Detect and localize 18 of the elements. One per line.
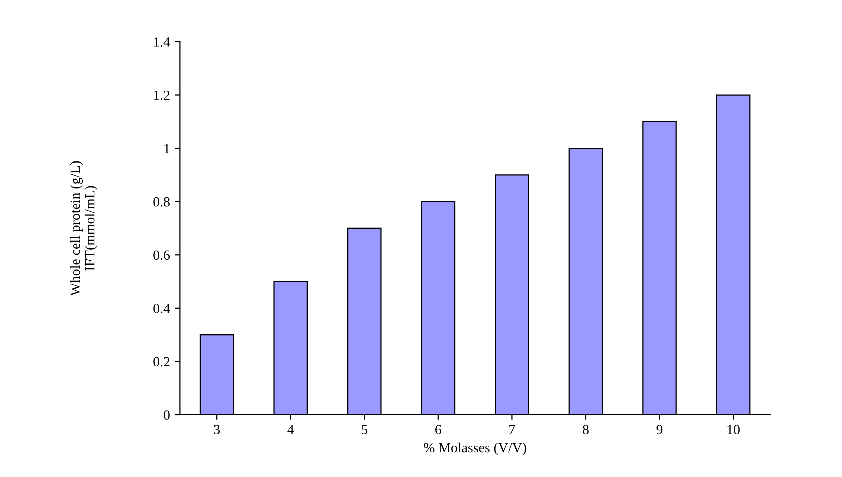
- x-tick-label: 6: [436, 425, 442, 434]
- x-axis-title: % Molasses (V/V): [424, 442, 526, 456]
- x-tick-label: 7: [510, 425, 516, 434]
- y-tick-label: 1: [164, 144, 170, 154]
- y-tick-label: 0.4: [154, 304, 170, 314]
- y-tick-label: 1.4: [154, 38, 170, 47]
- x-tick-label: 9: [656, 425, 663, 434]
- y-tick-label: 0.2: [154, 357, 170, 367]
- y-tick-label: 1.2: [154, 90, 170, 100]
- y-tick-label: 0.8: [154, 197, 170, 207]
- x-tick-label: 3: [214, 425, 220, 434]
- x-tick-label: 8: [583, 425, 589, 434]
- x-tick-label: 4: [288, 425, 294, 434]
- y-tick-label: 0.6: [154, 250, 170, 260]
- x-tick-label: 5: [362, 425, 368, 434]
- y-tick-label: 0: [164, 410, 170, 420]
- x-tick-label: 10: [728, 425, 740, 434]
- y-axis-title: Whole cell protein (g/L) IFT(mmol/mL): [70, 161, 98, 296]
